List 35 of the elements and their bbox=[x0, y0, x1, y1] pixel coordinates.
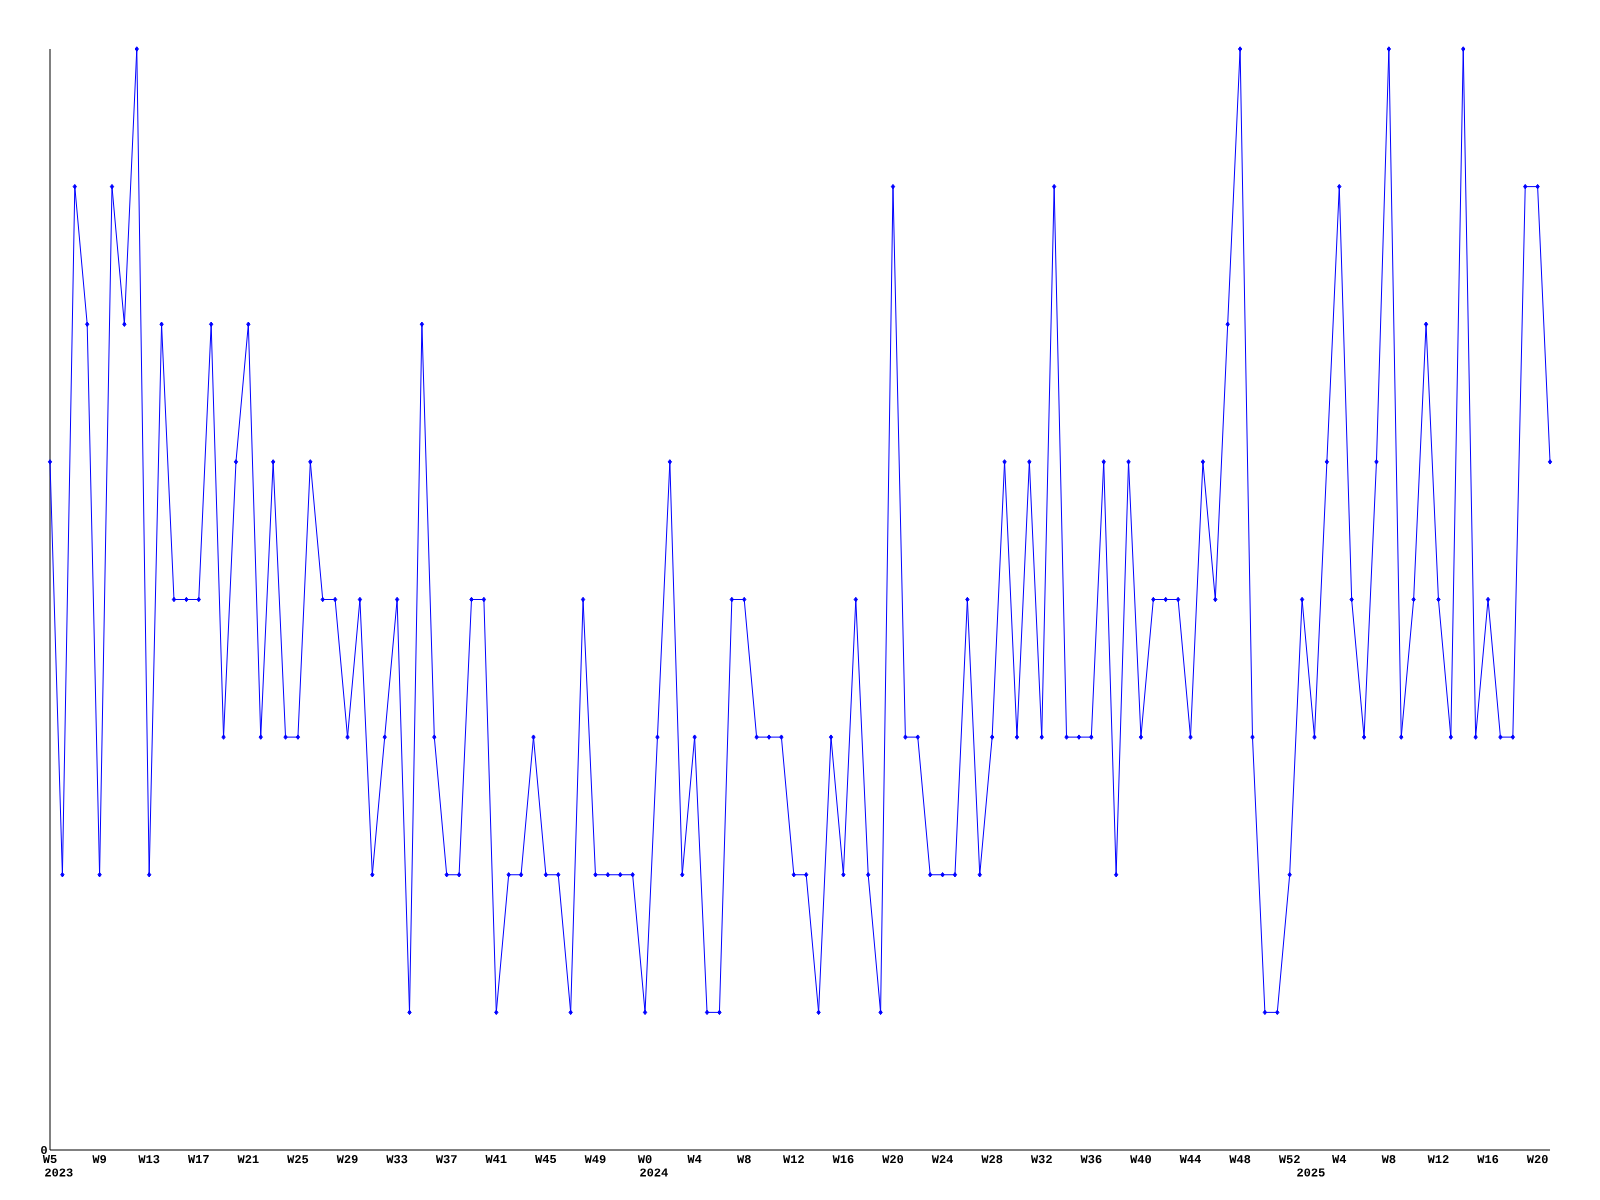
x-tick-label: W0 bbox=[637, 1155, 652, 1164]
x-tick-label: W48 bbox=[1229, 1155, 1251, 1164]
x-tick-label: W24 bbox=[931, 1155, 954, 1164]
x-tick-label: W13 bbox=[138, 1155, 160, 1164]
x-tick-label: W33 bbox=[386, 1155, 408, 1164]
x-tick-label: W25 bbox=[287, 1155, 309, 1164]
x-tick-label: W17 bbox=[187, 1155, 209, 1163]
x-tick-label: W12 bbox=[783, 1155, 804, 1164]
x-tick-label: W20 bbox=[882, 1155, 904, 1164]
x-tick-label: W9 bbox=[92, 1155, 107, 1164]
x-tick-label: W36 bbox=[1080, 1155, 1102, 1164]
x-tick-label: W12 bbox=[1427, 1155, 1449, 1164]
x-tick-label: W21 bbox=[237, 1155, 259, 1164]
x-tick-label: W16 bbox=[832, 1155, 854, 1164]
text: 2023 bbox=[45, 1168, 73, 1177]
x-tick-label: W4 bbox=[1332, 1155, 1347, 1163]
text: 0 bbox=[41, 1145, 47, 1155]
x-tick-label: W29 bbox=[336, 1155, 358, 1164]
x-tick-label: W49 bbox=[584, 1155, 606, 1164]
x-tick-label: W52 bbox=[1278, 1155, 1300, 1164]
x-tick-label: W4 bbox=[687, 1155, 702, 1163]
x-tick-label: W28 bbox=[981, 1155, 1003, 1164]
x-tick-label: W20 bbox=[1526, 1155, 1548, 1164]
x-tick-label: W32 bbox=[1030, 1155, 1052, 1164]
x-tick-label: W5 bbox=[42, 1155, 57, 1164]
x-tick-label: W40 bbox=[1130, 1155, 1152, 1164]
x-tick-label: W44 bbox=[1179, 1155, 1201, 1163]
x-tick-label: W16 bbox=[1477, 1155, 1499, 1164]
text: 2024 bbox=[640, 1168, 668, 1177]
x-tick-label: W8 bbox=[1381, 1155, 1396, 1164]
text: 2025 bbox=[1297, 1168, 1325, 1177]
x-tick-label: W8 bbox=[737, 1155, 751, 1164]
x-tick-label: W41 bbox=[485, 1155, 507, 1163]
x-tick-label: W45 bbox=[535, 1155, 557, 1164]
x-tick-label: W37 bbox=[435, 1155, 457, 1164]
